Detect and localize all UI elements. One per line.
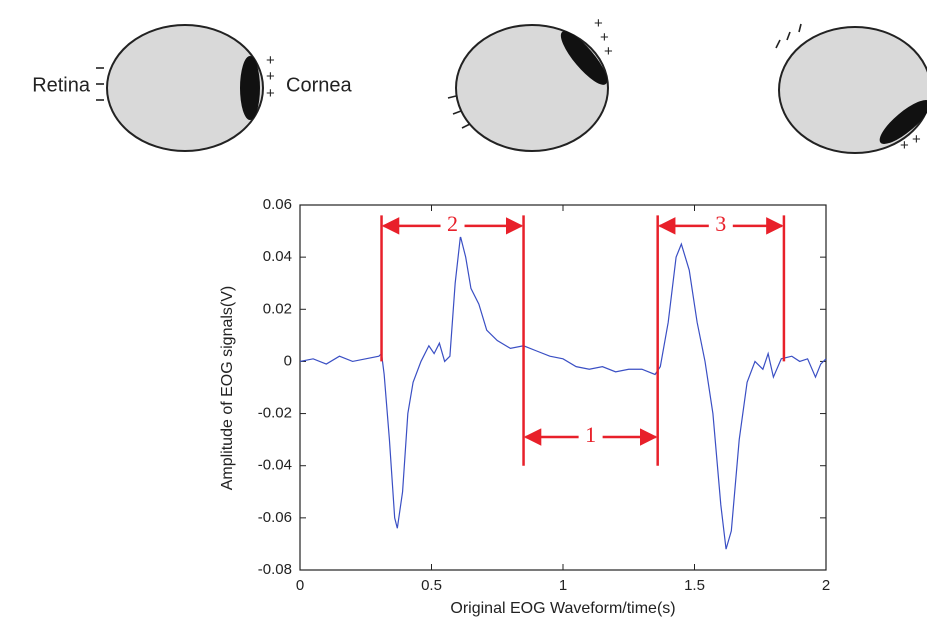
x-tick-label: 1.5 bbox=[684, 577, 705, 594]
cornea-label: Cornea bbox=[286, 74, 352, 96]
label-bg bbox=[708, 214, 733, 237]
x-tick-label: 2 bbox=[822, 577, 830, 594]
label-bg bbox=[578, 426, 603, 449]
signal-line bbox=[299, 236, 827, 550]
eye-diagram: +++ Retina Cornea bbox=[32, 24, 352, 152]
y-tick-label: 0 bbox=[284, 352, 292, 369]
svg-text:+: + bbox=[266, 52, 275, 69]
y-tick-label: 0.06 bbox=[263, 196, 292, 213]
svg-text:+: + bbox=[912, 131, 921, 148]
y-tick-label: 0.04 bbox=[263, 248, 292, 265]
y-axis-label: Amplitude of EOG signals(V) bbox=[219, 286, 236, 491]
x-axis-label: Original EOG Waveform/time(s) bbox=[450, 600, 675, 617]
y-tick-label: -0.06 bbox=[258, 509, 292, 526]
svg-text:+: + bbox=[604, 43, 613, 60]
svg-text:+: + bbox=[266, 68, 275, 85]
y-tick-label: -0.08 bbox=[258, 561, 292, 578]
eye-diagram: +++ bbox=[447, 15, 613, 152]
eye-diagram: + + bbox=[775, 23, 927, 154]
retina-label: Retina bbox=[32, 74, 91, 96]
svg-text:+: + bbox=[266, 85, 275, 102]
svg-text:+: + bbox=[900, 137, 909, 154]
x-tick-label: 0 bbox=[296, 577, 304, 594]
label-bg bbox=[440, 214, 465, 237]
svg-text:+: + bbox=[600, 29, 609, 46]
y-tick-label: -0.04 bbox=[258, 457, 292, 474]
svg-text:+: + bbox=[594, 15, 603, 32]
y-tick-label: -0.02 bbox=[258, 405, 292, 422]
interval-label: 3 bbox=[715, 211, 726, 236]
y-tick-label: 0.02 bbox=[263, 300, 292, 317]
interval-label: 2 bbox=[447, 211, 458, 236]
interval-label: 1 bbox=[585, 422, 596, 447]
plot-frame bbox=[299, 204, 827, 571]
x-tick-label: 1 bbox=[559, 577, 567, 594]
x-tick-label: 0.5 bbox=[421, 577, 442, 594]
